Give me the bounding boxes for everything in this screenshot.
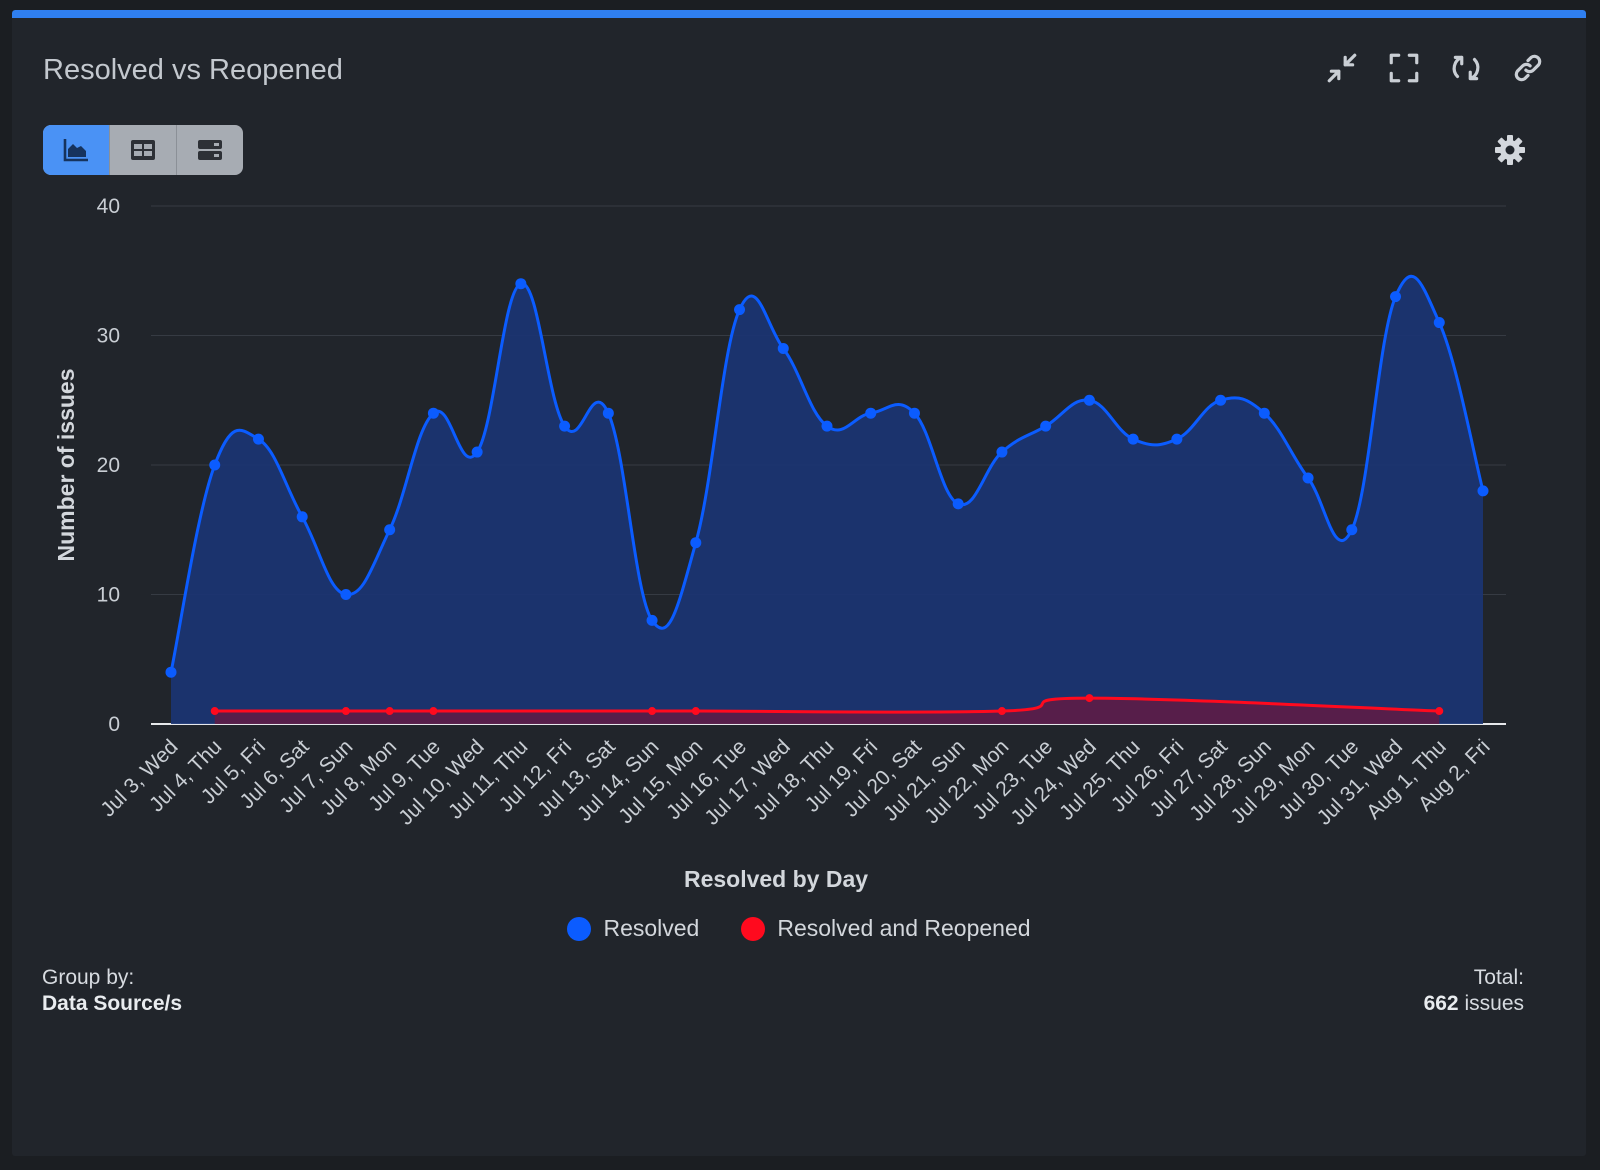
- header-actions: [1324, 50, 1546, 86]
- legend-dot-reopened: [741, 916, 766, 941]
- point-resolved-and-reopened[interactable]: [1085, 694, 1094, 703]
- x-axis-title: Resolved by Day: [684, 866, 868, 892]
- refresh-icon[interactable]: [1448, 50, 1484, 86]
- legend-label-resolved: Resolved: [603, 915, 700, 941]
- group-by-label: Group by:: [42, 966, 135, 989]
- point-resolved-and-reopened[interactable]: [1435, 707, 1444, 716]
- point-resolved-and-reopened[interactable]: [385, 707, 394, 716]
- point-resolved[interactable]: [165, 666, 177, 678]
- settings-gear-icon[interactable]: [1494, 134, 1526, 166]
- point-resolved[interactable]: [252, 433, 264, 445]
- series-areas: [171, 276, 1483, 724]
- y-tick-label: 10: [97, 584, 120, 607]
- point-resolved[interactable]: [384, 524, 396, 536]
- y-tick-label: 0: [108, 713, 120, 736]
- view-toggle: [43, 125, 243, 175]
- point-resolved[interactable]: [340, 589, 352, 600]
- point-resolved-and-reopened[interactable]: [210, 707, 219, 716]
- table-view-button[interactable]: [110, 125, 177, 175]
- total-unit: issues: [1464, 992, 1524, 1015]
- y-tick-label: 40: [97, 195, 120, 218]
- point-resolved[interactable]: [1390, 291, 1402, 303]
- area-resolved-and-reopened: [214, 698, 1440, 724]
- point-resolved[interactable]: [1302, 472, 1314, 484]
- server-list-icon: [198, 140, 222, 160]
- point-resolved-and-reopened[interactable]: [691, 707, 700, 716]
- point-resolved[interactable]: [996, 446, 1008, 458]
- point-resolved[interactable]: [865, 407, 877, 419]
- y-tick-label: 30: [97, 325, 120, 348]
- point-resolved-and-reopened[interactable]: [997, 707, 1006, 716]
- point-resolved[interactable]: [734, 304, 746, 316]
- point-resolved[interactable]: [209, 459, 221, 471]
- point-resolved[interactable]: [777, 342, 789, 354]
- point-resolved[interactable]: [296, 511, 308, 523]
- point-resolved-and-reopened[interactable]: [648, 707, 657, 716]
- y-tick-label: 20: [97, 454, 120, 477]
- point-resolved[interactable]: [821, 420, 833, 432]
- y-axis-ticks: 0 10 20 30 40: [97, 195, 120, 736]
- point-resolved[interactable]: [427, 407, 439, 419]
- point-resolved-and-reopened[interactable]: [429, 707, 438, 716]
- legend: Resolved Resolved and Reopened: [12, 915, 1586, 942]
- point-resolved-and-reopened[interactable]: [341, 707, 350, 716]
- point-resolved[interactable]: [952, 498, 964, 510]
- point-resolved[interactable]: [646, 614, 658, 626]
- chart-panel: Resolved vs Reopened: [12, 10, 1586, 1156]
- area-chart-icon: [63, 139, 88, 162]
- total-label: Total:: [1473, 966, 1524, 989]
- collapse-icon[interactable]: [1324, 50, 1360, 86]
- total-count: 662: [1423, 992, 1459, 1015]
- point-resolved[interactable]: [1258, 407, 1270, 419]
- point-resolved[interactable]: [602, 407, 614, 419]
- point-resolved[interactable]: [559, 420, 571, 432]
- point-resolved[interactable]: [1477, 485, 1489, 497]
- y-axis-title: Number of issues: [53, 369, 79, 562]
- point-resolved[interactable]: [1083, 394, 1095, 406]
- point-resolved[interactable]: [515, 278, 527, 290]
- panel-title: Resolved vs Reopened: [43, 54, 343, 86]
- point-resolved[interactable]: [1127, 433, 1139, 445]
- list-view-button[interactable]: [177, 125, 243, 175]
- table-icon: [131, 140, 155, 160]
- legend-item-reopened[interactable]: Resolved and Reopened: [741, 915, 1031, 942]
- point-resolved[interactable]: [908, 407, 920, 419]
- fullscreen-icon[interactable]: [1386, 50, 1422, 86]
- point-resolved[interactable]: [1215, 394, 1227, 406]
- point-resolved[interactable]: [1171, 433, 1183, 445]
- total-info: Total: 662 issues: [1424, 965, 1524, 1017]
- point-resolved[interactable]: [1346, 524, 1358, 536]
- series-points[interactable]: [165, 278, 1489, 716]
- legend-item-resolved[interactable]: Resolved: [567, 915, 699, 942]
- point-resolved[interactable]: [471, 446, 483, 458]
- accent-bar: [12, 10, 1586, 18]
- legend-label-reopened: Resolved and Reopened: [777, 915, 1031, 941]
- point-resolved[interactable]: [1040, 420, 1052, 432]
- link-icon[interactable]: [1510, 50, 1546, 86]
- chart-view-button[interactable]: [43, 125, 110, 175]
- point-resolved[interactable]: [690, 537, 702, 549]
- group-by-info: Group by: Data Source/s: [42, 965, 182, 1017]
- point-resolved[interactable]: [1433, 317, 1445, 329]
- legend-dot-resolved: [567, 916, 592, 941]
- group-by-value: Data Source/s: [42, 992, 183, 1015]
- area-resolved: [171, 276, 1483, 724]
